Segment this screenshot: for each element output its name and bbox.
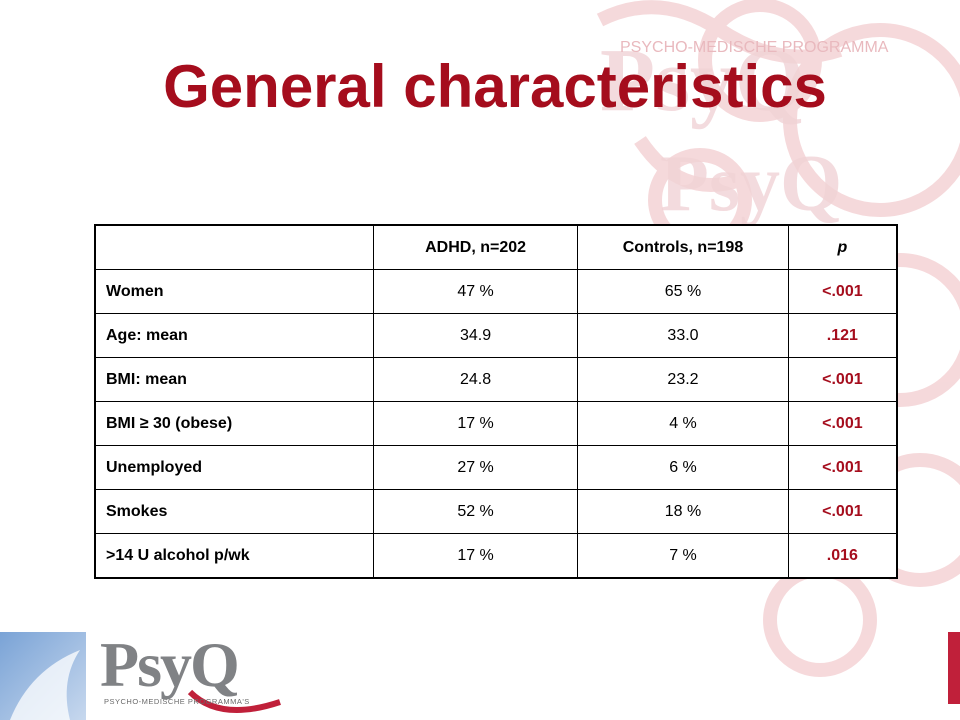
- header-adhd: ADHD, n=202: [372, 224, 579, 270]
- svg-text:PsyQ: PsyQ: [660, 140, 842, 228]
- table-row: Age: mean 34.9 33.0 .121: [94, 313, 898, 358]
- p-value: .121: [787, 313, 898, 358]
- p-value: <.001: [787, 445, 898, 490]
- row-label: Smokes: [94, 489, 374, 534]
- page-title: General characteristics: [163, 53, 827, 120]
- accent-bar: [948, 632, 960, 704]
- header-p: p: [787, 224, 898, 270]
- adhd-value: 17 %: [372, 401, 579, 446]
- row-label: BMI ≥ 30 (obese): [94, 401, 374, 446]
- adhd-value: 24.8: [372, 357, 579, 402]
- p-value: <.001: [787, 269, 898, 314]
- controls-value: 33.0: [577, 313, 789, 358]
- row-label: >14 U alcohol p/wk: [94, 533, 374, 579]
- row-label: Women: [94, 269, 374, 314]
- row-label: BMI: mean: [94, 357, 374, 402]
- controls-value: 65 %: [577, 269, 789, 314]
- table-header-row: ADHD, n=202 Controls, n=198 p: [94, 224, 898, 270]
- table-row: Unemployed 27 % 6 % <.001: [94, 445, 898, 490]
- header-blank: [94, 224, 374, 270]
- table-row: Smokes 52 % 18 % <.001: [94, 489, 898, 534]
- adhd-value: 47 %: [372, 269, 579, 314]
- p-value: <.001: [787, 357, 898, 402]
- logo-name: PsyQ: [100, 629, 240, 700]
- row-label: Age: mean: [94, 313, 374, 358]
- characteristics-table: ADHD, n=202 Controls, n=198 p Women 47 %…: [94, 224, 898, 579]
- p-value: <.001: [787, 489, 898, 534]
- controls-value: 4 %: [577, 401, 789, 446]
- header-controls: Controls, n=198: [577, 224, 789, 270]
- controls-value: 6 %: [577, 445, 789, 490]
- adhd-value: 34.9: [372, 313, 579, 358]
- row-label: Unemployed: [94, 445, 374, 490]
- p-value: .016: [787, 533, 898, 579]
- controls-value: 7 %: [577, 533, 789, 579]
- controls-value: 23.2: [577, 357, 789, 402]
- table-row: Women 47 % 65 % <.001: [94, 269, 898, 314]
- p-value: <.001: [787, 401, 898, 446]
- adhd-value: 52 %: [372, 489, 579, 534]
- adhd-value: 17 %: [372, 533, 579, 579]
- adhd-value: 27 %: [372, 445, 579, 490]
- table-row: BMI: mean 24.8 23.2 <.001: [94, 357, 898, 402]
- psyq-logo: [0, 632, 281, 720]
- controls-value: 18 %: [577, 489, 789, 534]
- logo-subtitle: PSYCHO-MEDISCHE PROGRAMMA'S: [104, 697, 250, 706]
- table-row: >14 U alcohol p/wk 17 % 7 % .016: [94, 533, 898, 579]
- table-row: BMI ≥ 30 (obese) 17 % 4 % <.001: [94, 401, 898, 446]
